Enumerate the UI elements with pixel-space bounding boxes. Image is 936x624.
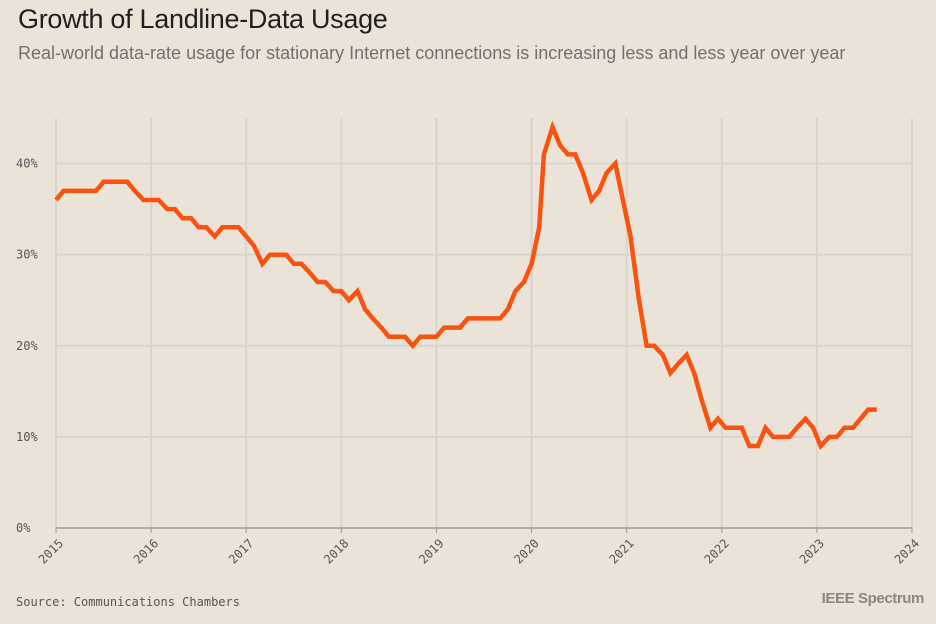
x-tick-label: 2021	[606, 536, 636, 566]
x-tick-label: 2024	[892, 536, 922, 566]
series-line	[54, 120, 877, 451]
series-layer	[54, 120, 877, 451]
x-tick-label: 2019	[416, 536, 446, 566]
grid-layer	[55, 118, 913, 528]
axis-layer	[55, 527, 913, 533]
source-note: Source: Communications Chambers	[16, 595, 240, 609]
chart-title: Growth of Landline-Data Usage	[18, 4, 388, 34]
x-tick-label: 2022	[702, 536, 732, 566]
chart-subtitle: Real-world data-rate usage for stationar…	[18, 43, 846, 63]
x-tick-label: 2020	[511, 536, 541, 566]
x-tick-label: 2017	[226, 536, 256, 566]
x-tick-label: 2015	[36, 536, 66, 566]
x-tick-label: 2018	[321, 536, 351, 566]
y-tick-label: 40%	[16, 157, 38, 171]
y-tick-label: 10%	[16, 430, 38, 444]
brand-logo: IEEE Spectrum	[821, 590, 925, 607]
y-tick-label: 20%	[16, 339, 38, 353]
x-tick-label: 2023	[797, 536, 827, 566]
x-tick-label: 2016	[131, 536, 161, 566]
y-tick-label: 0%	[16, 521, 31, 535]
y-tick-label: 30%	[16, 248, 38, 262]
